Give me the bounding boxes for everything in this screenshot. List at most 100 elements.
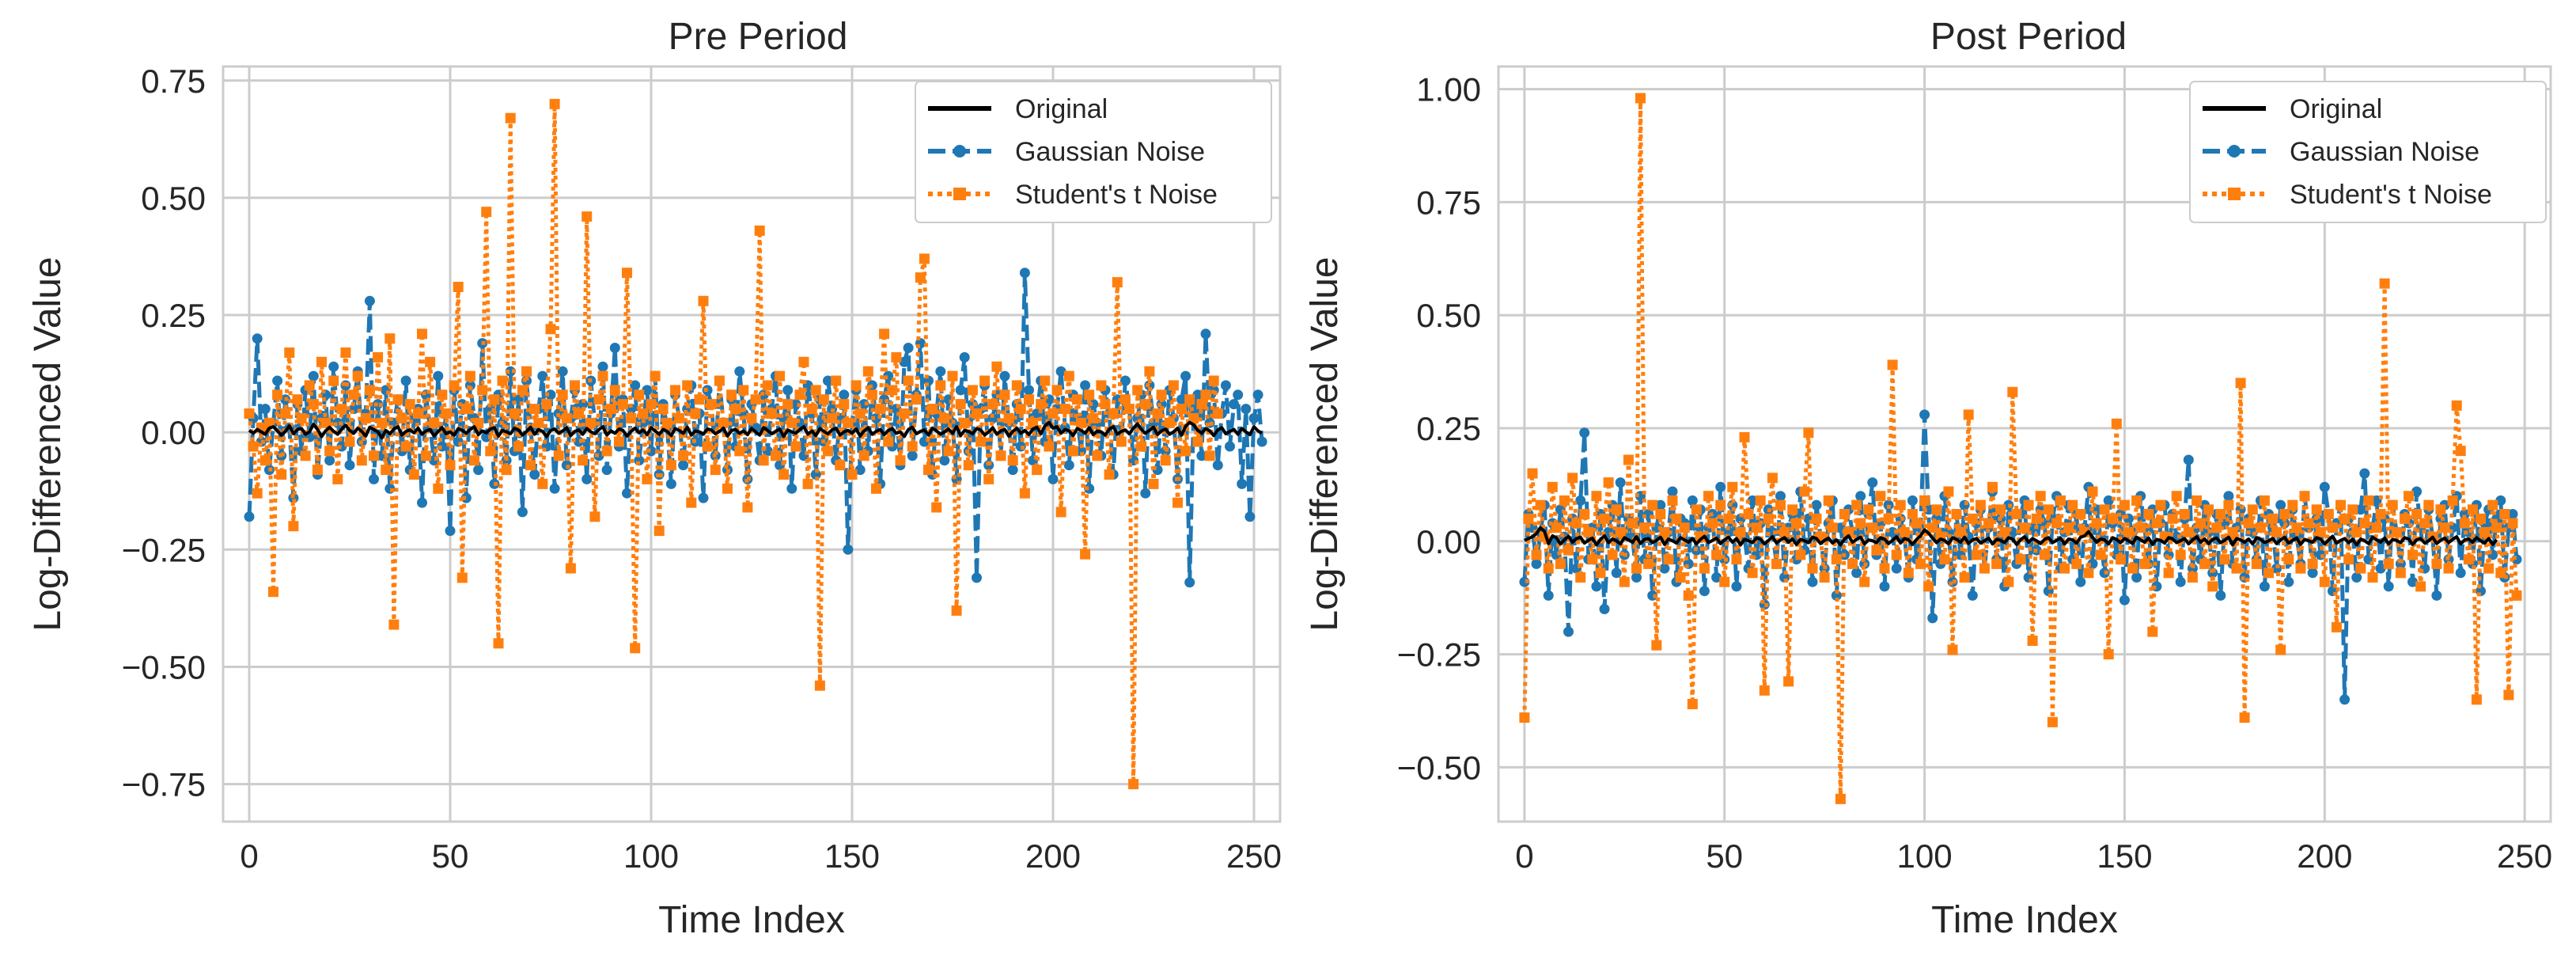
student-point <box>356 455 367 466</box>
student-point <box>617 399 628 410</box>
student-point <box>2363 495 2374 506</box>
student-point <box>1911 518 1922 529</box>
student-point <box>360 412 371 423</box>
student-point <box>2103 649 2114 660</box>
gaussian-point <box>2075 576 2086 587</box>
student-point <box>2503 689 2514 701</box>
student-point <box>557 389 568 401</box>
student-point <box>509 408 520 419</box>
gaussian-point <box>1591 581 1602 592</box>
student-point <box>742 502 753 513</box>
student-point <box>1903 568 1914 579</box>
student-point <box>2463 554 2474 565</box>
student-point <box>775 370 786 382</box>
student-point <box>686 497 697 508</box>
student-point <box>1799 486 1810 497</box>
student-point <box>835 460 846 471</box>
student-point <box>866 389 877 401</box>
student-point <box>449 380 460 391</box>
student-point <box>1168 380 1179 391</box>
chart-title: Pre Period <box>669 16 848 58</box>
student-point <box>698 295 709 306</box>
student-point <box>344 436 355 447</box>
student-point <box>2183 526 2194 537</box>
student-point <box>923 465 934 476</box>
student-point <box>485 446 496 457</box>
student-point <box>2435 504 2446 515</box>
y-axis-label: Log-Differenced Value <box>1304 256 1346 631</box>
legend-original-label: Original <box>1015 94 1108 124</box>
gaussian-point <box>1184 577 1195 588</box>
student-point <box>2111 418 2122 429</box>
student-point <box>263 417 275 428</box>
gaussian-point <box>609 343 620 353</box>
student-point <box>1015 404 1026 415</box>
student-point <box>875 404 886 415</box>
student-point <box>1611 504 1622 515</box>
student-point <box>1987 481 1998 492</box>
student-point <box>2375 509 2386 519</box>
gaussian-point <box>252 333 263 344</box>
student-point <box>1583 526 1594 537</box>
student-point <box>1843 526 1854 537</box>
gaussian-point <box>1699 586 1710 597</box>
student-point <box>2151 518 2162 529</box>
student-point <box>891 351 902 363</box>
student-point <box>276 469 287 480</box>
student-point <box>758 455 769 466</box>
student-point <box>1180 446 1191 457</box>
student-point <box>1631 563 1642 574</box>
student-point <box>2015 554 2026 565</box>
student-point <box>1092 450 1103 461</box>
student-point <box>972 408 982 419</box>
student-point <box>626 412 637 423</box>
student-point <box>1715 499 1726 511</box>
gaussian-point <box>473 465 484 476</box>
student-point <box>2319 576 2330 587</box>
student-point <box>324 446 335 457</box>
student-point <box>2251 558 2262 569</box>
student-point <box>2275 644 2286 655</box>
gaussian-point <box>1244 511 1256 522</box>
gaussian-point <box>1667 486 1678 497</box>
y-tick-label: −0.75 <box>122 766 206 803</box>
gaussian-point <box>1019 268 1030 279</box>
student-point <box>1067 446 1078 457</box>
student-point <box>429 417 440 428</box>
gaussian-point <box>2175 576 2186 587</box>
student-point <box>1567 473 1578 484</box>
gaussian-point <box>581 473 593 484</box>
student-point <box>2371 522 2382 533</box>
student-point <box>1979 563 1990 574</box>
student-point <box>404 399 415 410</box>
student-point <box>771 450 781 461</box>
student-point <box>456 572 468 583</box>
student-point <box>1036 399 1047 410</box>
gaussian-point <box>1731 581 1742 592</box>
student-point <box>1663 554 1674 565</box>
legend-gaussian-marker <box>2228 145 2241 158</box>
gaussian-point <box>2383 581 2394 592</box>
student-point <box>1727 481 1738 492</box>
student-point <box>2335 499 2346 511</box>
student-point <box>1919 495 1930 506</box>
gaussian-point <box>1248 412 1260 423</box>
student-point <box>895 455 906 466</box>
student-point <box>991 361 1002 372</box>
student-point <box>907 441 918 452</box>
student-point <box>814 680 825 691</box>
gaussian-point <box>324 455 335 466</box>
student-point <box>1723 513 1734 524</box>
student-point <box>545 324 556 335</box>
chart-pre-period: Pre Period 0 50 100 150 200 250 −0.75 −0.50 −0.2… <box>27 16 1282 941</box>
student-point <box>1991 558 2002 569</box>
gaussian-point <box>1233 389 1244 401</box>
student-point <box>2131 495 2142 506</box>
gaussian-point <box>517 507 528 518</box>
student-point <box>1895 499 1906 511</box>
student-point <box>1835 793 1846 804</box>
gaussian-point <box>481 431 492 442</box>
student-point <box>1007 455 1018 466</box>
student-point <box>473 417 484 428</box>
gaussian-point <box>1237 478 1248 489</box>
